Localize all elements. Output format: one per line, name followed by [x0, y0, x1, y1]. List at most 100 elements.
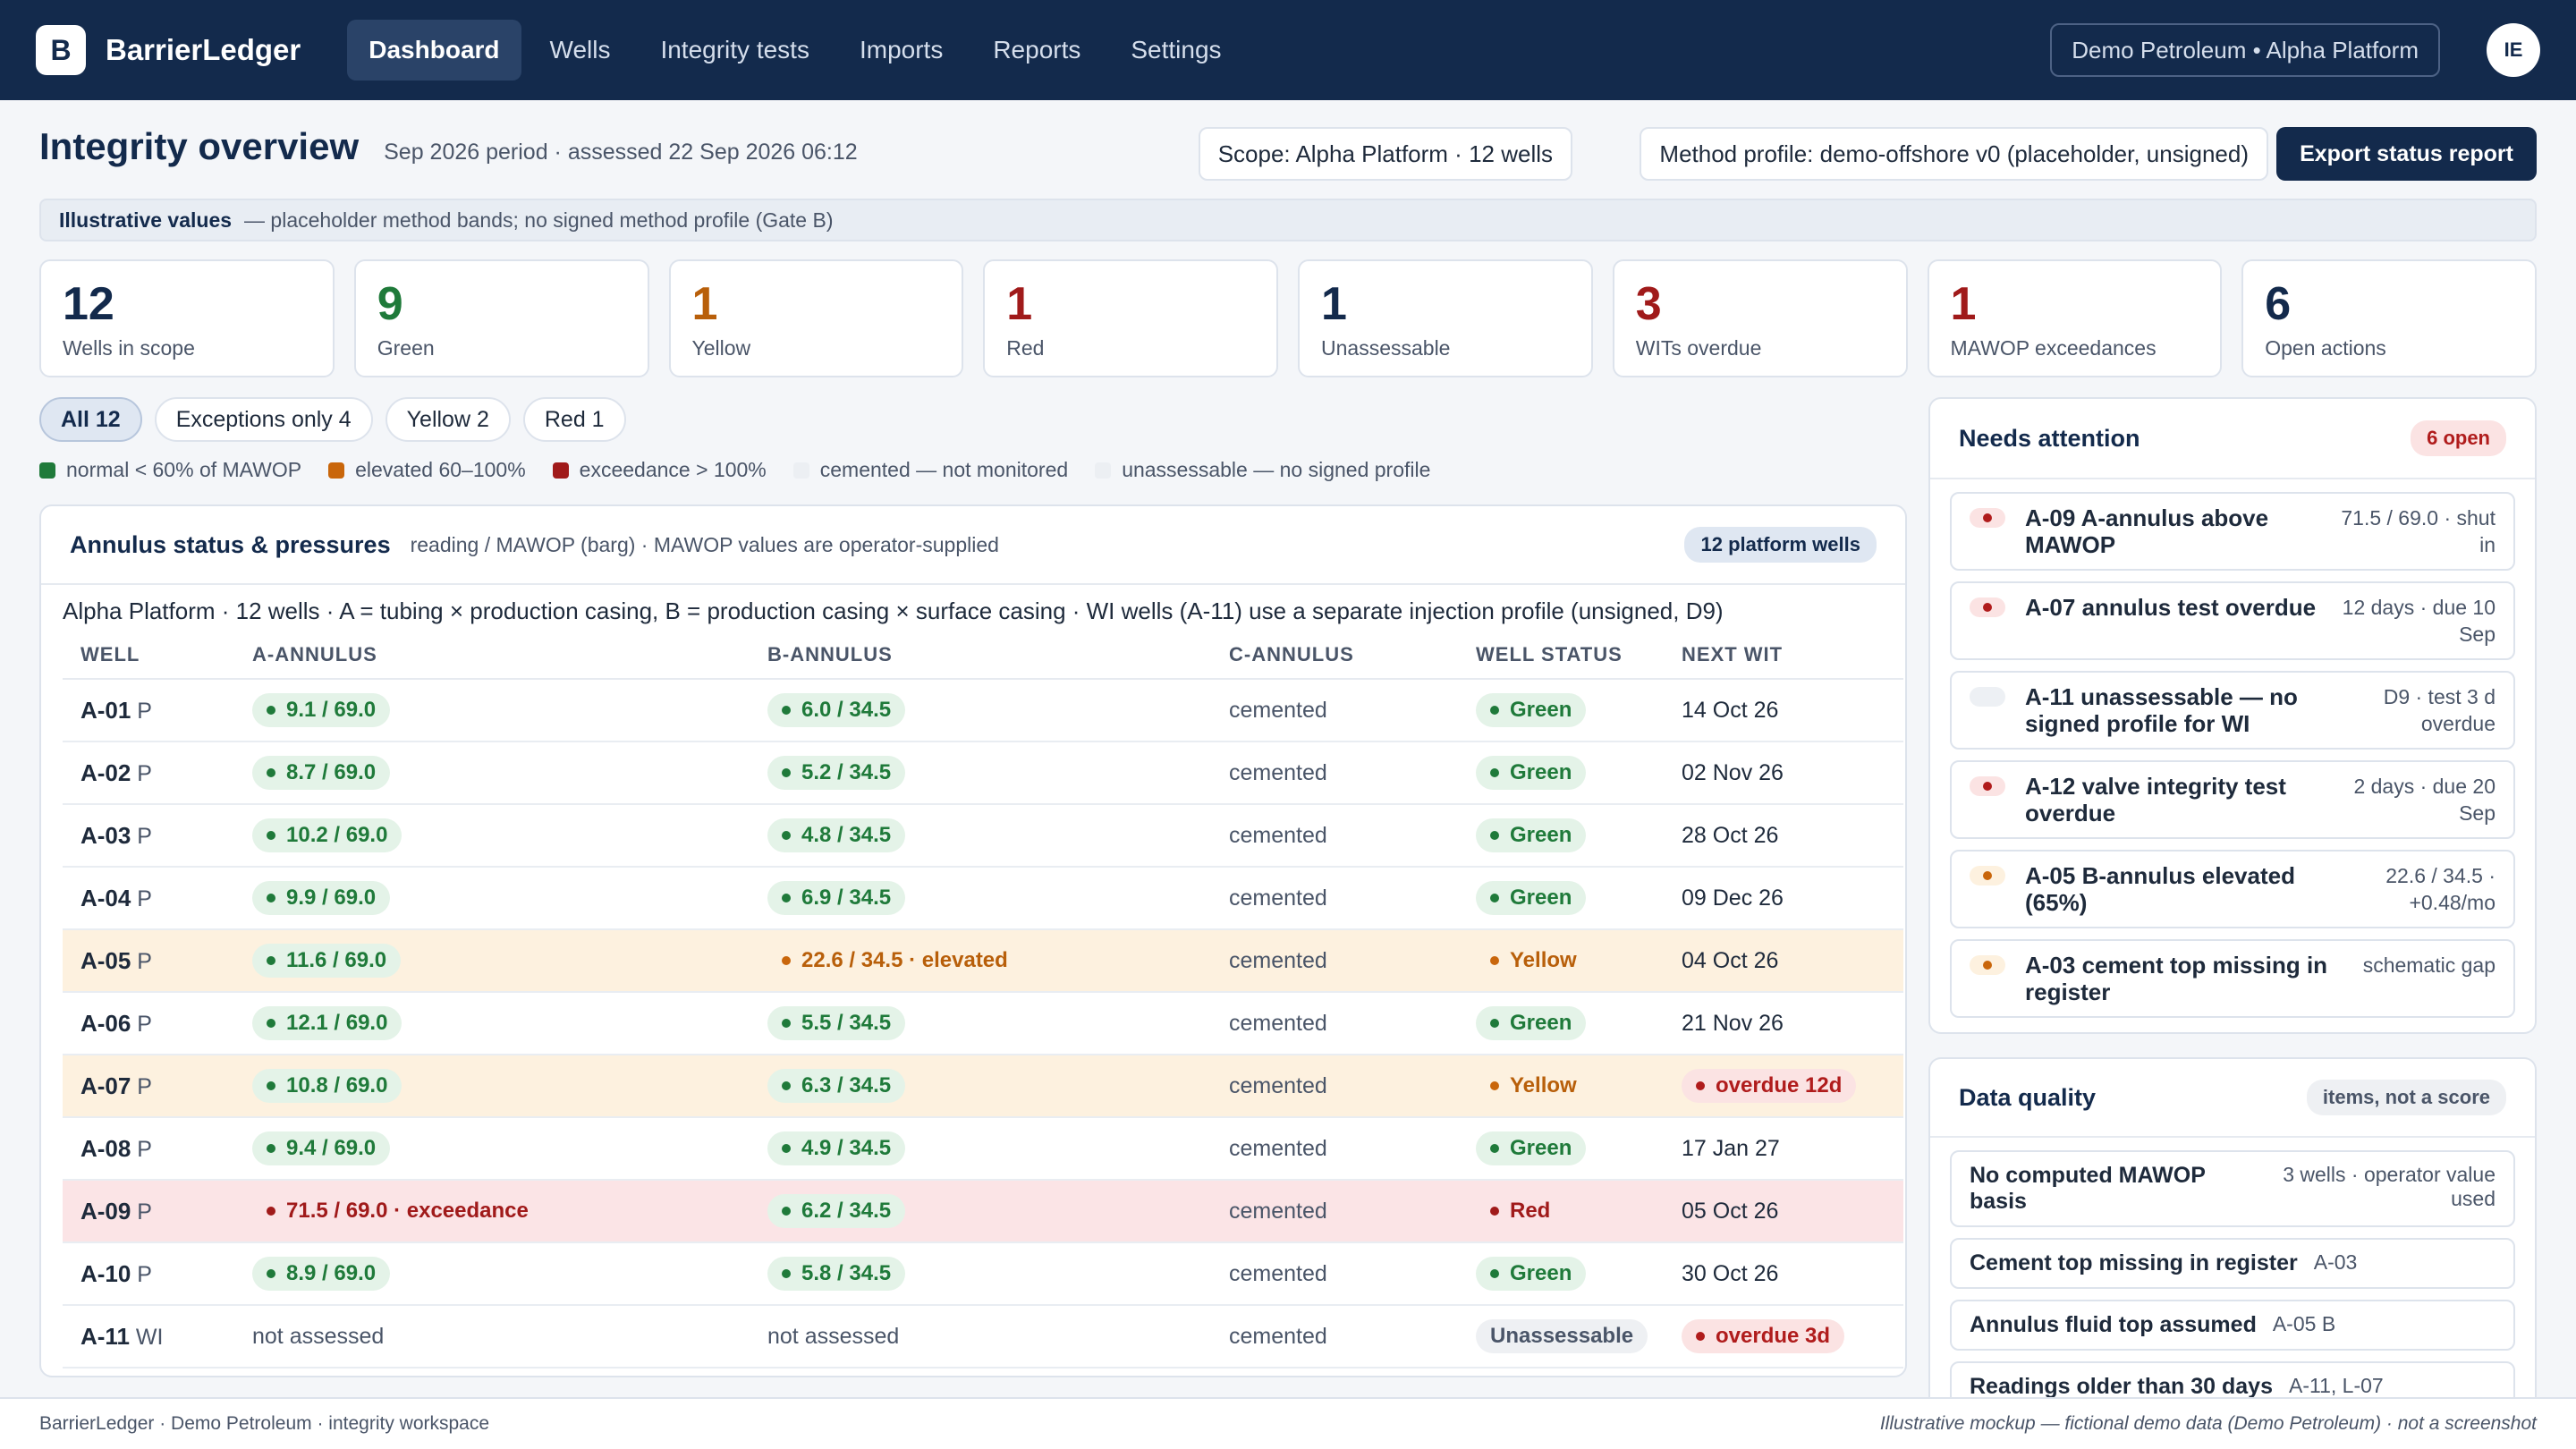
annulus-panel-title: Annulus status & pressures [70, 530, 391, 558]
data-quality-item[interactable]: Readings older than 30 days A-11, L-07 [1950, 1361, 2515, 1397]
kpi-card[interactable]: 1 Unassessable [1298, 259, 1593, 377]
brand-logo[interactable]: B [36, 25, 86, 75]
table-row[interactable]: A-10 P 8.9 / 69.0 5.8 / 34.5 cemented Green 3… [63, 1242, 1903, 1306]
org-switcher[interactable]: Demo Petroleum • Alpha Platform [2050, 23, 2440, 77]
method-profile-selector[interactable]: Method profile: demo-offshore v0 (placeh… [1640, 127, 2268, 181]
filter-all[interactable]: All 12 [39, 397, 142, 442]
well-cell[interactable]: A-02 P [63, 741, 234, 805]
tab-integrity-tests[interactable]: Integrity tests [660, 36, 809, 64]
attention-item[interactable]: A-03 cement top missing in register schem… [1950, 939, 2515, 1018]
scope-selector[interactable]: Scope: Alpha Platform · 12 wells [1198, 127, 1572, 181]
col-c-annulus[interactable]: C-ANNULUS [1211, 631, 1458, 680]
legend-item: unassessable — no signed profile [1095, 458, 1430, 482]
filter-yellow[interactable]: Yellow 2 [385, 397, 511, 442]
well-status-cell: Green [1458, 1242, 1664, 1306]
next-wit-cell: 21 Nov 26 [1664, 992, 1903, 1055]
legend-label: cemented — not monitored [819, 458, 1069, 481]
col-a-annulus[interactable]: A-ANNULUS [234, 631, 750, 680]
data-quality-header: Data quality items, not a score [1930, 1059, 2535, 1138]
a-annulus-cell: 9.9 / 69.0 [234, 867, 750, 930]
table-row[interactable]: A-01 P 9.1 / 69.0 6.0 / 34.5 cemented Green 1… [63, 679, 1903, 742]
well-cell[interactable]: A-04 P [63, 867, 234, 930]
col-next-wit[interactable]: NEXT WIT [1664, 631, 1903, 680]
b-annulus-cell: 5.2 / 34.5 [750, 741, 1211, 805]
col-well-status[interactable]: WELL STATUS [1458, 631, 1664, 680]
status-dot [1696, 1081, 1705, 1090]
a-annulus-cell: 8.7 / 69.0 [234, 741, 750, 805]
kpi-card[interactable]: 3 WITs overdue [1612, 259, 1908, 377]
well-id: A-09 [80, 1197, 131, 1224]
data-quality-title: Data quality [1959, 1083, 2097, 1111]
banner-label: Illustrative values [59, 208, 233, 232]
well-cell[interactable]: A-01 P [63, 679, 234, 742]
well-cell[interactable]: A-08 P [63, 1117, 234, 1181]
well-cell[interactable]: A-05 P [63, 929, 234, 993]
export-status-report-button[interactable]: Export status report [2276, 127, 2537, 181]
c-annulus-cell: cemented [1211, 992, 1458, 1055]
tab-dashboard[interactable]: Dashboard [347, 20, 521, 80]
a-annulus-cell: 8.9 / 69.0 [234, 1242, 750, 1306]
data-quality-item[interactable]: Cement top missing in register A-03 [1950, 1238, 2515, 1289]
attention-item[interactable]: A-12 valve integrity test overdue 2 days … [1950, 760, 2515, 839]
attention-item[interactable]: A-11 unassessable — no signed profile fo… [1950, 671, 2515, 750]
well-cell[interactable]: A-09 P [63, 1180, 234, 1243]
tab-wells[interactable]: Wells [549, 36, 611, 64]
well-status-cell: Green [1458, 867, 1664, 930]
tab-reports[interactable]: Reports [993, 36, 1081, 64]
attention-item[interactable]: A-09 A-annulus above MAWOP 71.5 / 69.0 · … [1950, 492, 2515, 571]
attention-item-meta: schematic gap [2362, 953, 2496, 977]
filter-exceptions[interactable]: Exceptions only 4 [154, 397, 373, 442]
well-cell[interactable]: A-10 P [63, 1242, 234, 1306]
col-well[interactable]: WELL [63, 631, 234, 680]
kpi-card[interactable]: 1 Red [983, 259, 1278, 377]
legend-swatch [1095, 462, 1112, 479]
table-row[interactable]: A-06 P 12.1 / 69.0 5.5 / 34.5 cemented Green… [63, 992, 1903, 1055]
data-quality-item[interactable]: No computed MAWOP basis 3 wells · operato… [1950, 1150, 2515, 1227]
kpi-value: 3 [1635, 278, 1662, 330]
table-row[interactable]: A-04 P 9.9 / 69.0 6.9 / 34.5 cemented Green 0… [63, 867, 1903, 930]
needs-attention-title: Needs attention [1959, 424, 2140, 452]
well-cell[interactable]: A-07 P [63, 1055, 234, 1118]
table-row[interactable]: A-02 P 8.7 / 69.0 5.2 / 34.5 cemented Green 0… [63, 741, 1903, 805]
table-row[interactable]: A-11 WI not assessed not assessed cemented U… [63, 1305, 1903, 1368]
attention-item[interactable]: A-05 B-annulus elevated (65%) 22.6 / 34.5… [1950, 850, 2515, 928]
tab-settings[interactable]: Settings [1131, 36, 1222, 64]
well-cell[interactable]: A-03 P [63, 804, 234, 868]
table-row[interactable]: A-05 P 11.6 / 69.0 22.6 / 34.5 · elevated c… [63, 929, 1903, 993]
status-dot [1490, 1144, 1499, 1153]
kpi-card[interactable]: 1 Yellow [668, 259, 964, 377]
col-b-annulus[interactable]: B-ANNULUS [750, 631, 1211, 680]
status-dot [782, 831, 791, 840]
kpi-value: 12 [63, 278, 114, 330]
kpi-card[interactable]: 1 MAWOP exceedances [1927, 259, 2223, 377]
kpi-card[interactable]: 12 Wells in scope [39, 259, 335, 377]
table-row[interactable]: A-09 P 71.5 / 69.0 · exceedance 6.2 / 34.5… [63, 1180, 1903, 1243]
kpi-card[interactable]: 9 Green [353, 259, 649, 377]
kpi-value: 1 [691, 278, 718, 330]
filter-red[interactable]: Red 1 [522, 397, 626, 442]
a-annulus-reading: 8.7 / 69.0 [252, 756, 391, 790]
data-quality-item-title: Annulus fluid top assumed [1970, 1312, 2257, 1337]
table-row[interactable]: A-07 P 10.8 / 69.0 6.3 / 34.5 cemented Yello… [63, 1055, 1903, 1118]
kpi-label: Open actions [2265, 336, 2386, 360]
well-cell[interactable]: A-06 P [63, 992, 234, 1055]
a-annulus-cell: 9.4 / 69.0 [234, 1117, 750, 1181]
well-cell[interactable]: A-11 WI [63, 1305, 234, 1368]
c-annulus-cell: cemented [1211, 1242, 1458, 1306]
kpi-label: MAWOP exceedances [1950, 336, 2157, 360]
kpi-card[interactable]: 6 Open actions [2241, 259, 2537, 377]
table-row[interactable]: A-03 P 10.2 / 69.0 4.8 / 34.5 cemented Green… [63, 804, 1903, 868]
status-dot [267, 1019, 275, 1028]
status-badge: Green [1476, 1131, 1587, 1165]
status-dot [1490, 956, 1499, 965]
page-title: Integrity overview [39, 125, 360, 167]
well-type: P [131, 948, 152, 974]
c-annulus-cell: cemented [1211, 1055, 1458, 1118]
avatar[interactable]: IE [2487, 23, 2540, 77]
data-quality-item[interactable]: Annulus fluid top assumed A-05 B [1950, 1300, 2515, 1351]
tab-imports[interactable]: Imports [859, 36, 944, 64]
table-row[interactable]: A-08 P 9.4 / 69.0 4.9 / 34.5 cemented Green 1… [63, 1117, 1903, 1181]
legend-item: exceedance > 100% [552, 458, 767, 482]
attention-item[interactable]: A-07 annulus test overdue 12 days · due 1… [1950, 581, 2515, 660]
brand-name[interactable]: BarrierLedger [106, 33, 301, 66]
